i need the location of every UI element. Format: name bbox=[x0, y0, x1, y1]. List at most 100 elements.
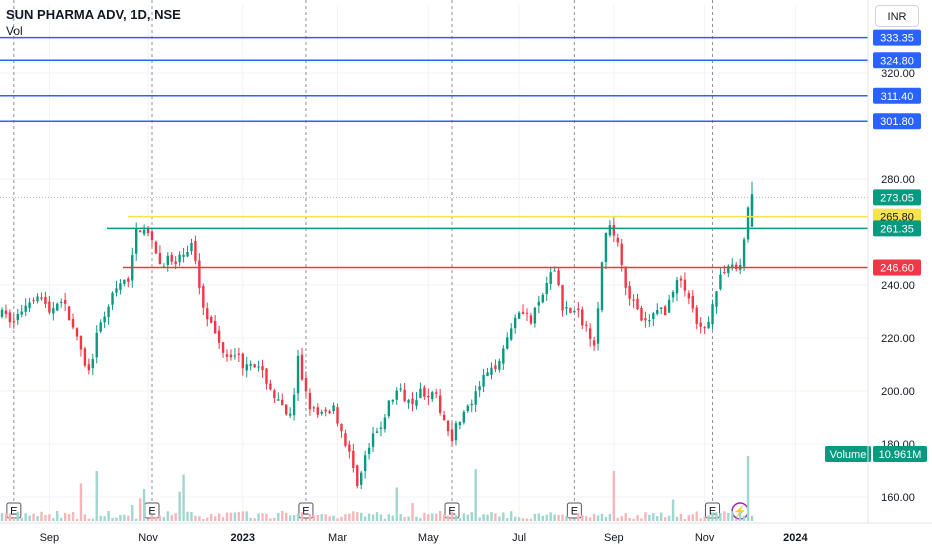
x-tick-label: Jul bbox=[512, 532, 526, 544]
volume-bar bbox=[723, 511, 726, 521]
candle-body bbox=[178, 254, 181, 263]
candle-body bbox=[750, 197, 754, 227]
volume-bar bbox=[510, 511, 513, 521]
candle-body bbox=[711, 304, 714, 325]
volume-bar bbox=[103, 516, 106, 521]
candle-body bbox=[300, 354, 304, 380]
candle-body bbox=[8, 312, 12, 323]
volume-bars bbox=[0, 456, 754, 521]
candle-body bbox=[407, 400, 410, 403]
volume-bar bbox=[687, 515, 691, 521]
volume-bar bbox=[60, 517, 63, 521]
volume-bar bbox=[407, 516, 410, 521]
candle-body bbox=[569, 307, 572, 313]
candle-body bbox=[44, 296, 47, 304]
volume-bar bbox=[131, 504, 134, 521]
candle-body bbox=[170, 254, 173, 262]
volume-bar bbox=[731, 511, 734, 521]
volume-bar bbox=[36, 516, 39, 521]
volume-bar bbox=[616, 517, 619, 521]
y-tick-label: 240.00 bbox=[881, 280, 915, 292]
volume-bar bbox=[229, 512, 233, 521]
volume-bar bbox=[48, 514, 51, 521]
volume-bar bbox=[600, 513, 604, 521]
y-tick-label: 200.00 bbox=[881, 386, 915, 398]
y-tick-label: 220.00 bbox=[881, 333, 915, 345]
volume-bar bbox=[20, 517, 23, 521]
candle-body bbox=[225, 354, 229, 357]
volume-bar bbox=[265, 513, 268, 521]
candle-body bbox=[71, 319, 75, 328]
candle-body bbox=[628, 286, 631, 299]
volume-bar bbox=[541, 515, 544, 521]
volume-bar bbox=[119, 514, 122, 521]
grid-layer bbox=[0, 5, 868, 521]
candle-body bbox=[533, 307, 537, 324]
candle-body bbox=[332, 405, 335, 412]
volume-bar bbox=[249, 517, 252, 521]
volume-bar bbox=[316, 515, 319, 521]
candle-body bbox=[612, 225, 616, 236]
level-lines: 333.35324.80311.40301.80265.80261.35246.… bbox=[0, 29, 921, 276]
candle-body bbox=[691, 296, 694, 309]
volume-bar bbox=[490, 512, 493, 521]
candle-body bbox=[379, 427, 383, 429]
volume-bar bbox=[107, 511, 110, 521]
volume-bar bbox=[427, 514, 430, 521]
candle-body bbox=[142, 229, 146, 235]
volume-bar bbox=[750, 515, 754, 521]
volume-bar bbox=[506, 518, 509, 521]
candle-body bbox=[221, 342, 225, 353]
candle-body bbox=[541, 294, 544, 303]
candle-body bbox=[174, 261, 177, 265]
volume-bar bbox=[719, 513, 722, 521]
volume-bar bbox=[332, 515, 335, 521]
volume-bar bbox=[182, 474, 185, 521]
currency-button[interactable]: INR bbox=[875, 5, 919, 27]
candle-body bbox=[502, 348, 505, 364]
volume-bar bbox=[711, 512, 714, 521]
volume-bar bbox=[352, 511, 355, 521]
volume-bar bbox=[123, 514, 126, 521]
candle-body bbox=[592, 340, 596, 346]
candle-body bbox=[28, 302, 31, 309]
candle-body bbox=[383, 417, 387, 430]
candle-body bbox=[731, 264, 734, 267]
candle-body bbox=[675, 280, 679, 294]
candle-body bbox=[123, 279, 126, 285]
volume-bar bbox=[703, 516, 706, 521]
volume-bar bbox=[336, 518, 339, 521]
volume-bar bbox=[261, 513, 264, 521]
volume-bar bbox=[565, 515, 568, 521]
candle-body bbox=[438, 395, 442, 413]
volume-bar bbox=[486, 514, 489, 521]
candle-body bbox=[687, 293, 691, 299]
candle-body bbox=[213, 320, 217, 334]
volume-bar bbox=[604, 517, 608, 521]
candle-body bbox=[83, 348, 87, 366]
candle-body bbox=[269, 383, 272, 390]
candle-body bbox=[490, 367, 493, 375]
volume-bar bbox=[419, 518, 422, 521]
y-tick-label: 160.00 bbox=[881, 492, 915, 504]
volume-bar bbox=[660, 512, 663, 521]
candle-body bbox=[56, 303, 59, 311]
candles bbox=[0, 181, 754, 490]
volume-bar bbox=[624, 513, 627, 521]
candle-body bbox=[624, 266, 627, 288]
volume-bar bbox=[0, 513, 4, 521]
x-tick-label: Mar bbox=[328, 532, 347, 544]
volume-bar bbox=[608, 514, 612, 521]
volume-bar bbox=[367, 513, 371, 521]
candle-body bbox=[24, 305, 27, 312]
volume-bar bbox=[257, 513, 260, 521]
last-price-label: 273.05 bbox=[880, 192, 914, 204]
candle-body bbox=[648, 320, 651, 322]
volume-bar bbox=[529, 518, 533, 521]
level-tag-label: 311.40 bbox=[881, 91, 914, 103]
volume-bar bbox=[379, 514, 383, 521]
volume-bar bbox=[636, 514, 639, 521]
candle-body bbox=[553, 270, 556, 272]
